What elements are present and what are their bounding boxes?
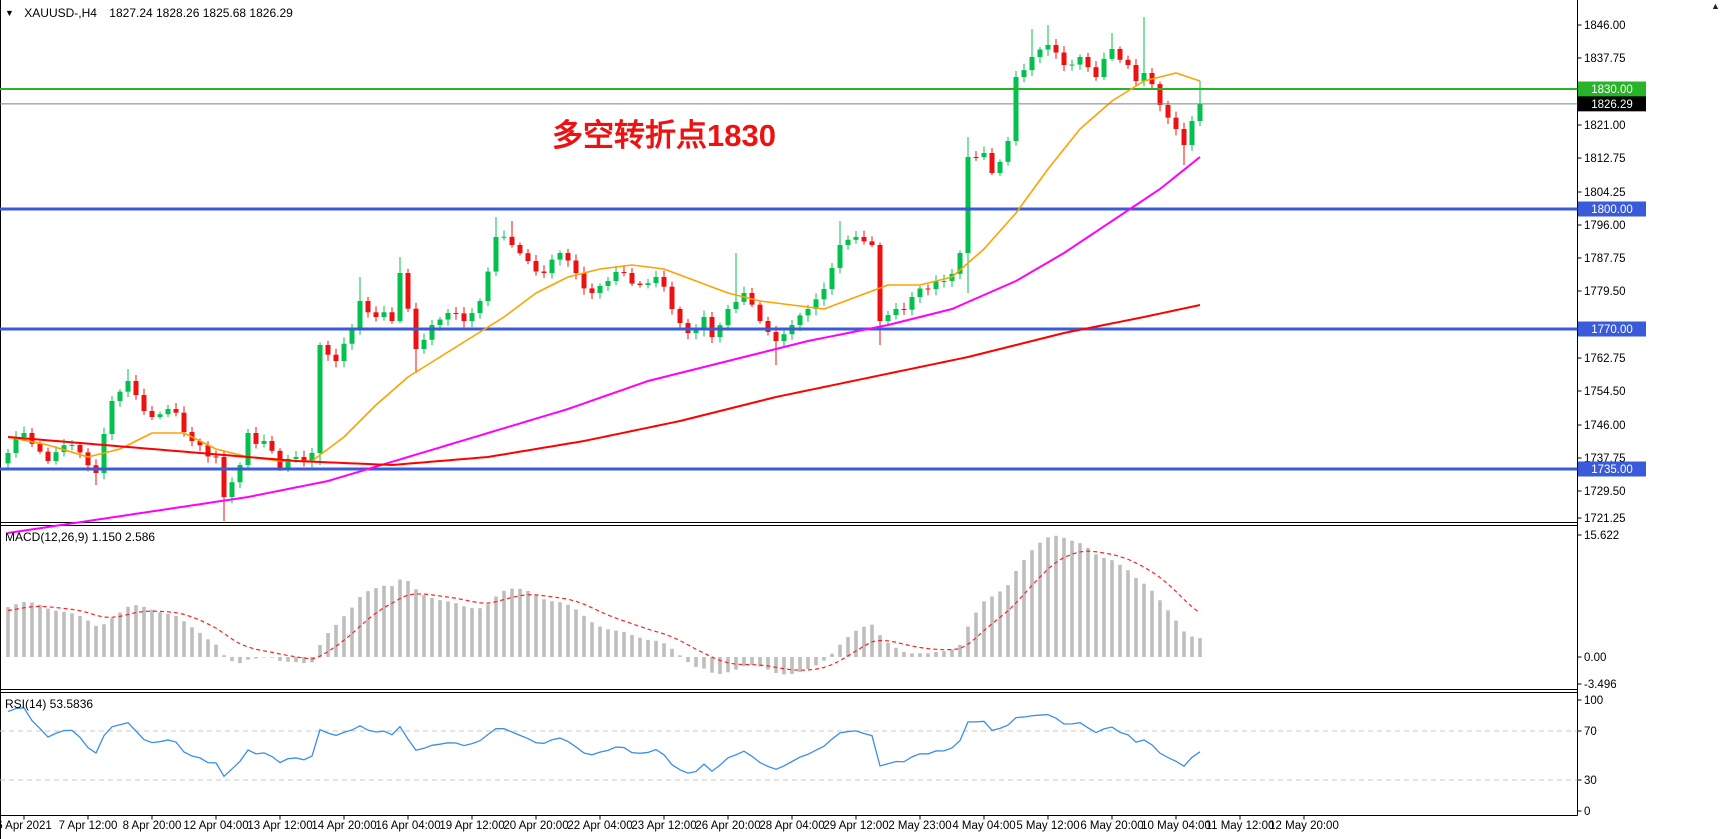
fast-ma-line [7,72,1201,462]
svg-text:20 Apr 20:00: 20 Apr 20:00 [503,820,568,832]
rsi-line [7,707,1201,778]
svg-text:8 Apr 20:00: 8 Apr 20:00 [123,820,182,832]
svg-text:1770.00: 1770.00 [1591,324,1633,336]
svg-text:1754.50: 1754.50 [1584,386,1626,398]
svg-text:1804.25: 1804.25 [1584,187,1626,199]
time-axis: 6 Apr 2021 7 Apr 12:00 8 Apr 20:00 12 Apr 0… [0,815,1339,832]
svg-text:1837.75: 1837.75 [1584,53,1626,65]
svg-text:12 Apr 04:00: 12 Apr 04:00 [183,820,248,832]
svg-text:100: 100 [1584,695,1603,707]
ohlc-header: ▼ XAUUSD-,H4 1827.24 1828.26 1825.68 182… [5,6,293,20]
svg-text:14 Apr 20:00: 14 Apr 20:00 [311,820,376,832]
svg-text:0: 0 [1584,806,1590,818]
chart-text-annotation: 多空转折点1830 [552,118,776,153]
svg-text:19 Apr 12:00: 19 Apr 12:00 [439,820,504,832]
svg-text:22 Apr 04:00: 22 Apr 04:00 [567,820,632,832]
svg-text:30: 30 [1584,775,1597,787]
svg-text:6 May 20:00: 6 May 20:00 [1080,820,1143,832]
svg-text:1746.00: 1746.00 [1584,420,1626,432]
medium-ma-line [7,156,1201,534]
rsi-indicator-label: RSI(14) 53.5836 [5,697,94,711]
svg-text:28 Apr 04:00: 28 Apr 04:00 [759,820,824,832]
svg-text:29 Apr 12:00: 29 Apr 12:00 [823,820,888,832]
svg-text:13 Apr 12:00: 13 Apr 12:00 [247,820,312,832]
svg-text:1787.75: 1787.75 [1584,253,1626,265]
svg-text:15.622: 15.622 [1584,530,1619,542]
svg-text:0.00: 0.00 [1584,652,1606,664]
svg-text:1846.00: 1846.00 [1584,20,1626,32]
macd-panel: 15.622 0.00 -3.496 [6,530,1619,691]
rsi-panel: 100 70 30 0 [0,695,1603,818]
moving-averages-layer [7,72,1201,534]
axes-frame [0,0,1578,816]
svg-text:2 May 23:00: 2 May 23:00 [888,820,951,832]
level-price-badge: 1800.00 [1578,201,1646,217]
svg-text:11 May 12:00: 11 May 12:00 [1206,820,1275,832]
horizontal-level-lines [0,88,1578,471]
symbol-dropdown-icon[interactable]: ▼ [5,8,14,18]
svg-text:1830.00: 1830.00 [1591,84,1633,96]
level-price-badge: 1770.00 [1578,321,1646,337]
svg-text:10 May 04:00: 10 May 04:00 [1141,820,1211,832]
svg-text:1821.00: 1821.00 [1584,120,1626,132]
svg-text:1762.75: 1762.75 [1584,353,1626,365]
window-left-border [0,0,1,839]
svg-text:1779.50: 1779.50 [1584,286,1626,298]
svg-text:6 Apr 2021: 6 Apr 2021 [0,820,52,832]
svg-text:26 Apr 20:00: 26 Apr 20:00 [695,820,760,832]
svg-text:1729.50: 1729.50 [1584,486,1626,498]
current-price-badge: 1826.29 [1578,96,1646,112]
svg-text:1721.25: 1721.25 [1584,513,1626,525]
svg-text:23 Apr 12:00: 23 Apr 12:00 [631,820,696,832]
macd-signal-line [7,550,1201,671]
svg-text:1812.75: 1812.75 [1584,153,1626,165]
svg-text:7 Apr 12:00: 7 Apr 12:00 [59,820,118,832]
svg-text:1796.00: 1796.00 [1584,220,1626,232]
svg-text:1826.29: 1826.29 [1591,99,1633,111]
chart-shift-marker-icon: ▲ [1711,1,1720,11]
ohlc-values: 1827.24 1828.26 1825.68 1826.29 [109,6,293,20]
level-price-badge: 1830.00 [1578,81,1646,97]
svg-text:1800.00: 1800.00 [1591,204,1633,216]
macd-indicator-label: MACD(12,26,9) 1.150 2.586 [5,530,156,544]
svg-text:-3.496: -3.496 [1584,679,1617,691]
svg-text:1735.00: 1735.00 [1591,464,1633,476]
price-axis: 1846.00 1837.75 1821.00 1812.75 1804.25 1796.… [1577,20,1646,525]
svg-text:16 Apr 04:00: 16 Apr 04:00 [375,820,440,832]
svg-text:12 May 20:00: 12 May 20:00 [1269,820,1339,832]
level-price-badge: 1735.00 [1578,461,1646,477]
symbol-period-label: XAUUSD-,H4 [24,6,97,20]
slow-ma-line [7,304,1201,467]
svg-text:70: 70 [1584,726,1597,738]
svg-text:5 May 12:00: 5 May 12:00 [1016,820,1079,832]
svg-text:4 May 04:00: 4 May 04:00 [952,820,1015,832]
